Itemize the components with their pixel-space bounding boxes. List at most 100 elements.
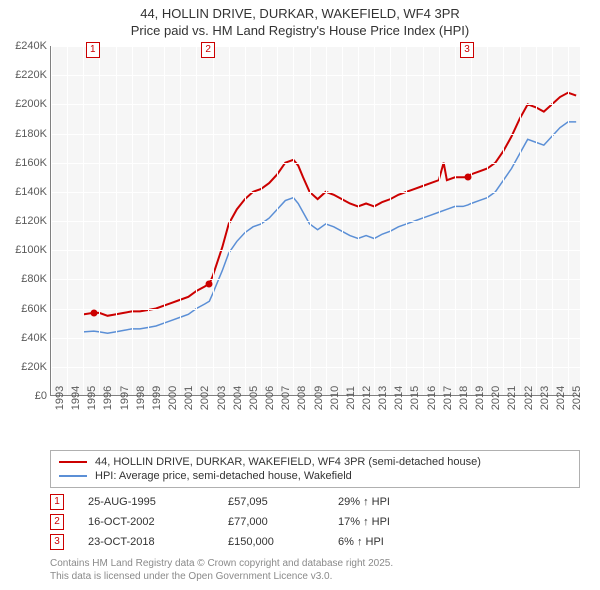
sale-row: 323-OCT-2018£150,0006% ↑ HPI bbox=[50, 532, 390, 552]
gridline-h bbox=[51, 309, 580, 310]
x-axis-label: 1994 bbox=[70, 386, 82, 410]
gridline-v bbox=[229, 46, 230, 395]
x-axis-label: 2006 bbox=[264, 386, 276, 410]
gridline-v bbox=[390, 46, 391, 395]
gridline-v bbox=[374, 46, 375, 395]
sale-hpi: 6% ↑ HPI bbox=[338, 536, 384, 548]
x-axis-label: 2004 bbox=[232, 386, 244, 410]
x-axis-label: 2001 bbox=[183, 386, 195, 410]
gridline-h bbox=[51, 75, 580, 76]
legend-label: HPI: Average price, semi-detached house,… bbox=[95, 470, 352, 482]
gridline-v bbox=[261, 46, 262, 395]
sale-price: £57,095 bbox=[228, 496, 338, 508]
gridline-v bbox=[536, 46, 537, 395]
chart-container: 44, HOLLIN DRIVE, DURKAR, WAKEFIELD, WF4… bbox=[0, 0, 600, 590]
gridline-h bbox=[51, 134, 580, 135]
gridline-v bbox=[196, 46, 197, 395]
gridline-v bbox=[180, 46, 181, 395]
gridline-v bbox=[568, 46, 569, 395]
y-axis-label: £120K bbox=[15, 215, 47, 227]
legend-swatch bbox=[59, 461, 87, 463]
gridline-h bbox=[51, 367, 580, 368]
legend-swatch bbox=[59, 475, 87, 477]
attribution: Contains HM Land Registry data © Crown c… bbox=[50, 558, 393, 583]
gridline-v bbox=[132, 46, 133, 395]
x-axis-label: 1997 bbox=[119, 386, 131, 410]
chart-area: £0£20K£40K£60K£80K£100K£120K£140K£160K£1… bbox=[50, 46, 580, 416]
sale-dot-2 bbox=[206, 280, 213, 287]
x-axis-label: 2010 bbox=[329, 386, 341, 410]
attribution-line-1: Contains HM Land Registry data © Crown c… bbox=[50, 558, 393, 571]
gridline-v bbox=[342, 46, 343, 395]
gridline-v bbox=[51, 46, 52, 395]
gridline-v bbox=[439, 46, 440, 395]
gridline-v bbox=[213, 46, 214, 395]
sale-table: 1 25-AUG-1995£57,09529% ↑ HPI 2 16-OCT-2002… bbox=[50, 492, 390, 552]
gridline-v bbox=[520, 46, 521, 395]
gridline-v bbox=[116, 46, 117, 395]
x-axis-label: 2005 bbox=[248, 386, 260, 410]
y-axis-label: £100K bbox=[15, 244, 47, 256]
sale-row-marker: 1 bbox=[50, 494, 64, 510]
x-axis-label: 2021 bbox=[506, 386, 518, 410]
sale-date: 25-AUG-1995 bbox=[88, 496, 228, 508]
y-axis-label: £80K bbox=[21, 273, 47, 285]
legend: 44, HOLLIN DRIVE, DURKAR, WAKEFIELD, WF4… bbox=[50, 450, 580, 488]
gridline-v bbox=[277, 46, 278, 395]
title-line-1: 44, HOLLIN DRIVE, DURKAR, WAKEFIELD, WF4… bbox=[0, 6, 600, 23]
sale-marker-2: 2 bbox=[201, 42, 215, 58]
y-axis-label: £200K bbox=[15, 98, 47, 110]
sale-row-marker: 3 bbox=[50, 534, 64, 550]
chart-title: 44, HOLLIN DRIVE, DURKAR, WAKEFIELD, WF4… bbox=[0, 0, 600, 40]
gridline-v bbox=[67, 46, 68, 395]
legend-label: 44, HOLLIN DRIVE, DURKAR, WAKEFIELD, WF4… bbox=[95, 456, 481, 468]
gridline-h bbox=[51, 104, 580, 105]
gridline-v bbox=[552, 46, 553, 395]
sale-dot-1 bbox=[90, 309, 97, 316]
gridline-v bbox=[245, 46, 246, 395]
sale-row-marker: 2 bbox=[50, 514, 64, 530]
y-axis-label: £240K bbox=[15, 40, 47, 52]
gridline-h bbox=[51, 338, 580, 339]
gridline-h bbox=[51, 279, 580, 280]
x-axis-label: 2011 bbox=[345, 386, 357, 410]
sale-date: 23-OCT-2018 bbox=[88, 536, 228, 548]
x-axis-label: 1996 bbox=[102, 386, 114, 410]
sale-hpi: 29% ↑ HPI bbox=[338, 496, 390, 508]
gridline-v bbox=[455, 46, 456, 395]
sale-date: 16-OCT-2002 bbox=[88, 516, 228, 528]
gridline-v bbox=[487, 46, 488, 395]
gridline-v bbox=[406, 46, 407, 395]
x-axis-label: 2024 bbox=[555, 386, 567, 410]
y-axis-label: £60K bbox=[21, 303, 47, 315]
x-axis-label: 2003 bbox=[216, 386, 228, 410]
gridline-v bbox=[358, 46, 359, 395]
x-axis-label: 2019 bbox=[474, 386, 486, 410]
sale-row: 216-OCT-2002£77,00017% ↑ HPI bbox=[50, 512, 390, 532]
sale-marker-3: 3 bbox=[460, 42, 474, 58]
sale-row: 1 25-AUG-1995£57,09529% ↑ HPI bbox=[50, 492, 390, 512]
attribution-line-2: This data is licensed under the Open Gov… bbox=[50, 571, 393, 584]
x-axis-label: 2016 bbox=[426, 386, 438, 410]
y-axis-label: £220K bbox=[15, 69, 47, 81]
sale-marker-1: 1 bbox=[86, 42, 100, 58]
title-line-2: Price paid vs. HM Land Registry's House … bbox=[0, 23, 600, 40]
gridline-v bbox=[471, 46, 472, 395]
x-axis-label: 2002 bbox=[199, 386, 211, 410]
x-axis-label: 2023 bbox=[539, 386, 551, 410]
gridline-v bbox=[99, 46, 100, 395]
gridline-h bbox=[51, 250, 580, 251]
y-axis-label: £140K bbox=[15, 186, 47, 198]
y-axis-label: £20K bbox=[21, 361, 47, 373]
x-axis-label: 2020 bbox=[490, 386, 502, 410]
x-axis-label: 2012 bbox=[361, 386, 373, 410]
gridline-h bbox=[51, 163, 580, 164]
legend-item: 44, HOLLIN DRIVE, DURKAR, WAKEFIELD, WF4… bbox=[59, 455, 571, 469]
sale-hpi: 17% ↑ HPI bbox=[338, 516, 390, 528]
x-axis-label: 1999 bbox=[151, 386, 163, 410]
gridline-h bbox=[51, 221, 580, 222]
x-axis-label: 2015 bbox=[409, 386, 421, 410]
x-axis-label: 2025 bbox=[571, 386, 583, 410]
x-axis-label: 2017 bbox=[442, 386, 454, 410]
sale-dot-3 bbox=[465, 174, 472, 181]
